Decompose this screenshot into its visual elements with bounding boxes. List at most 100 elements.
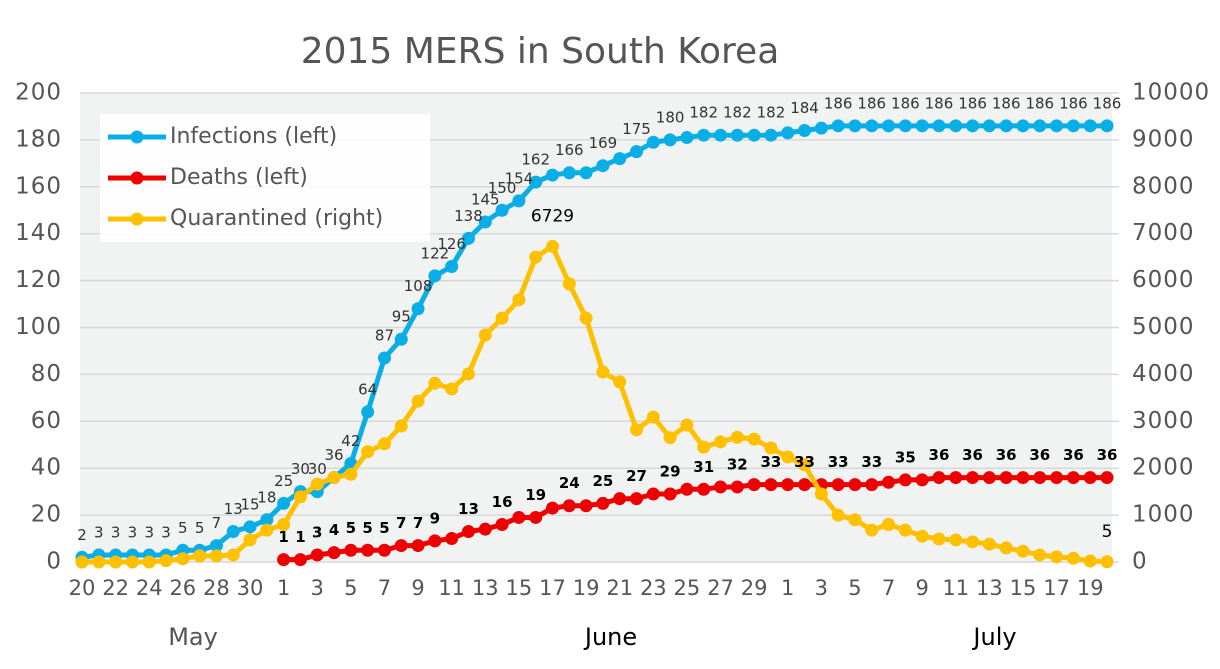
y2-tick-label: 9000 [1132,126,1195,152]
data-label: 5 [1102,522,1113,542]
data-label: 35 [895,448,916,466]
data-label: 186 [891,94,920,112]
data-point [579,499,593,513]
data-point [562,166,576,180]
data-point [781,450,795,464]
y-tick-label: 140 [15,220,62,246]
x-tick-label: 5 [344,576,357,600]
data-point [512,194,526,208]
data-point [394,539,408,553]
data-point [1016,544,1030,558]
y2-tick-label: 0 [1132,549,1148,575]
x-tick-label: 24 [136,576,163,600]
data-label: 1 [278,528,288,546]
x-tick-label: 5 [848,576,861,600]
data-point [730,128,744,142]
data-label: 5 [362,519,372,537]
data-point [1100,119,1114,133]
data-point [1100,555,1114,569]
data-label: 122 [421,244,450,262]
data-point [445,532,459,546]
data-label: 166 [555,141,584,159]
data-label: 3 [128,523,138,541]
data-point [882,119,896,133]
data-point [529,510,543,524]
data-label: 36 [1063,446,1084,464]
data-point [781,478,795,492]
data-label: 5 [346,519,356,537]
data-point [781,126,795,140]
data-point [630,423,644,437]
data-point [982,471,996,485]
x-tick-label: 17 [1043,576,1070,600]
data-point [865,478,879,492]
data-label: 182 [689,104,718,122]
data-point [663,487,677,501]
data-label: 186 [992,94,1021,112]
data-point [277,496,291,510]
legend-marker [130,212,144,226]
data-point [1066,119,1080,133]
data-label: 5 [379,519,389,537]
x-tick-label: 21 [606,576,633,600]
data-label: 150 [488,179,517,197]
data-point [764,441,778,455]
data-label: 162 [521,151,550,169]
y2-tick-label: 7000 [1132,220,1195,246]
y-tick-label: 0 [46,549,62,575]
data-label: 186 [1025,94,1054,112]
data-point [277,553,291,567]
data-label: 2 [77,526,87,544]
data-label: 13 [458,500,479,518]
data-point [1050,471,1064,485]
data-point [495,311,509,325]
data-label: 36 [929,446,950,464]
data-point [1033,119,1047,133]
data-label: 186 [857,94,886,112]
data-point [814,121,828,135]
x-tick-label: 1 [781,576,794,600]
y-tick-label: 180 [15,126,62,152]
data-point [243,533,257,547]
data-label: 186 [958,94,987,112]
data-point [260,523,274,537]
data-point [663,431,677,445]
data-label: 126 [437,235,466,253]
data-point [999,541,1013,555]
data-point [613,152,627,166]
data-label: 5 [178,519,188,537]
data-point [142,555,156,569]
data-label: 182 [723,104,752,122]
data-point [949,471,963,485]
data-point [747,432,761,446]
data-point [680,482,694,496]
data-point [882,475,896,489]
data-label: 27 [626,467,647,485]
data-point [445,382,459,396]
data-point [932,119,946,133]
data-point [898,119,912,133]
month-label: July [971,623,1016,651]
data-label: 7 [396,514,406,532]
data-point [394,332,408,346]
data-label: 95 [392,308,411,326]
x-tick-label: 13 [472,576,499,600]
x-tick-label: 3 [815,576,828,600]
y-tick-label: 160 [15,173,62,199]
data-point [310,548,324,562]
data-point [764,478,778,492]
data-point [277,517,291,531]
data-point [848,119,862,133]
data-point [344,543,358,557]
data-label: 3 [111,523,121,541]
data-point [714,128,728,142]
data-label: 9 [430,509,440,527]
data-point [663,133,677,147]
data-point [529,175,543,189]
data-point [512,510,526,524]
data-point [529,250,543,264]
data-point [411,302,425,316]
data-label: 33 [861,453,882,471]
data-label: 1 [295,528,305,546]
data-point [680,418,694,432]
